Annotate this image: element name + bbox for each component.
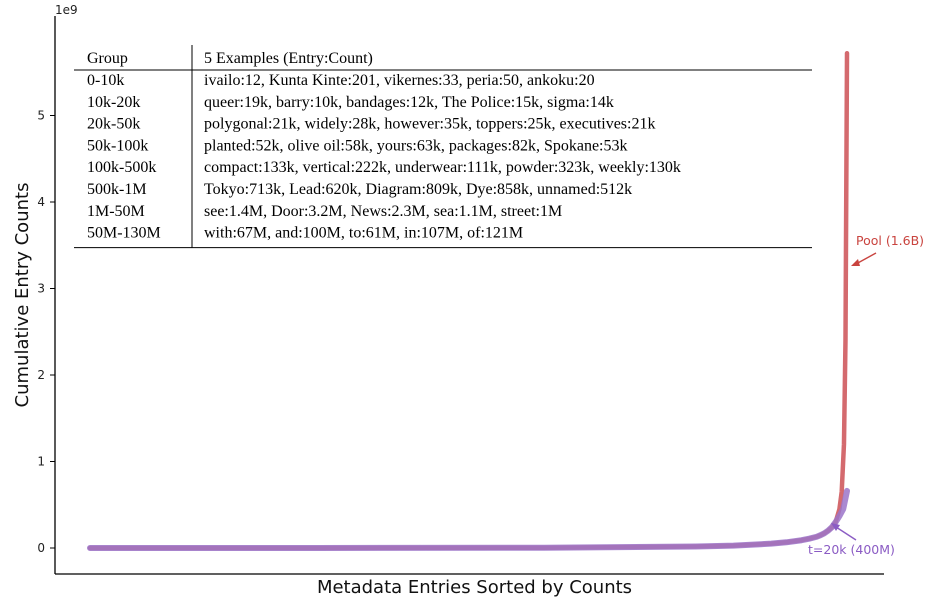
annotation-pool-arrow bbox=[855, 252, 877, 265]
table-cell-examples: compact:133k, vertical:222k, underwear:1… bbox=[204, 159, 681, 176]
table-cell-examples: polygonal:21k, widely:28k, however:35k, … bbox=[204, 116, 655, 133]
y-tick-label: 3 bbox=[37, 282, 45, 296]
table-cell-group: 1M-50M bbox=[87, 203, 145, 220]
annotation-pool-label: Pool (1.6B) bbox=[856, 233, 924, 248]
table-cell-group: 50M-130M bbox=[87, 225, 161, 242]
table-cell-group: 500k-1M bbox=[87, 181, 147, 198]
annotation-t20k-label: t=20k (400M) bbox=[808, 542, 895, 557]
table-cell-examples: queer:19k, barry:10k, bandages:12k, The … bbox=[204, 94, 614, 111]
y-axis-title: Cumulative Entry Counts bbox=[12, 183, 33, 408]
table-cell-group: 0-10k bbox=[87, 72, 124, 89]
y-tick-label: 1 bbox=[37, 455, 45, 469]
annotation-t20k-arrow bbox=[835, 526, 857, 541]
x-axis-title: Metadata Entries Sorted by Counts bbox=[317, 577, 632, 598]
y-scale-label: 1e9 bbox=[55, 3, 78, 17]
table-cell-group: 50k-100k bbox=[87, 137, 148, 154]
annotation-pool-arrowhead bbox=[851, 259, 860, 266]
table-cell-examples: see:1.4M, Door:3.2M, News:2.3M, sea:1.1M… bbox=[204, 203, 562, 220]
y-tick-label: 2 bbox=[37, 368, 45, 382]
table-cell-examples: planted:52k, olive oil:58k, yours:63k, p… bbox=[204, 137, 628, 154]
series-line-t20k bbox=[87, 487, 850, 551]
table-cell-examples: ivailo:12, Kunta Kinte:201, vikernes:33,… bbox=[204, 72, 595, 89]
table-header-group: Group bbox=[87, 50, 128, 67]
table-cell-examples: Tokyo:713k, Lead:620k, Diagram:809k, Dye… bbox=[204, 181, 632, 198]
annotation-t20k-arrowhead bbox=[831, 523, 840, 531]
table-cell-examples: with:67M, and:100M, to:61M, in:107M, of:… bbox=[204, 225, 523, 242]
table-cell-group: 20k-50k bbox=[87, 116, 140, 133]
y-tick-label: 5 bbox=[37, 109, 45, 123]
table-cell-group: 100k-500k bbox=[87, 159, 156, 176]
table-cell-group: 10k-20k bbox=[87, 94, 140, 111]
y-tick-label: 0 bbox=[37, 541, 45, 555]
table-header-examples: 5 Examples (Entry:Count) bbox=[204, 50, 373, 67]
y-tick-label: 4 bbox=[37, 195, 45, 209]
